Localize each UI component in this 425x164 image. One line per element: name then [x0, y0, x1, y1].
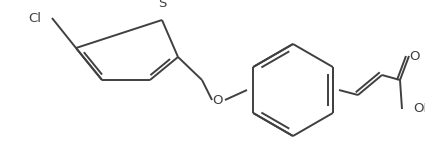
Text: Cl: Cl — [28, 11, 41, 24]
Text: OH: OH — [413, 102, 425, 115]
Text: S: S — [158, 0, 166, 10]
Text: O: O — [213, 93, 223, 106]
Text: O: O — [410, 50, 420, 62]
